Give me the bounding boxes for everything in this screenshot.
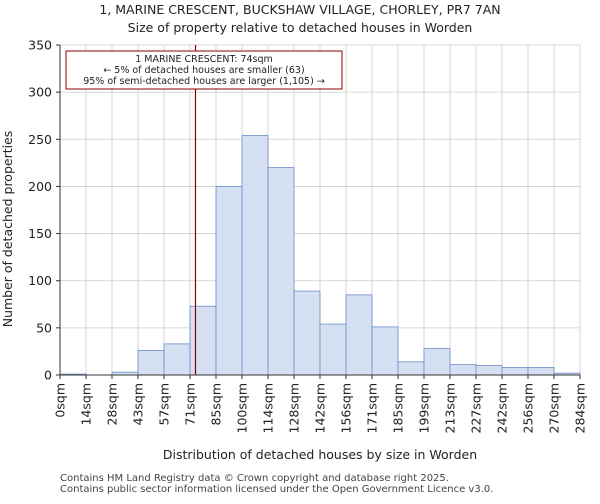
histogram-bar [345,294,373,376]
x-tick-label: 142sqm [313,383,328,433]
x-tick-label: 227sqm [469,383,484,433]
x-tick-label: 199sqm [417,383,432,433]
histogram-bar [319,323,347,376]
histogram-bar [371,326,399,376]
histogram-bar [267,167,295,376]
annotation-line-2: ← 5% of detached houses are smaller (63) [103,65,304,76]
x-tick-label: 0sqm [53,383,68,418]
footer-licence: Contains public sector information licen… [60,484,494,495]
annotation-line-1: 1 MARINE CRESCENT: 74sqm [135,54,273,65]
annotation-line-3: 95% of semi-detached houses are larger (… [83,76,325,87]
x-tick-label: 71sqm [183,383,198,426]
x-tick-label: 156sqm [339,383,354,433]
x-tick-label: 100sqm [235,383,250,433]
chart-subtitle: Size of property relative to detached ho… [128,20,473,35]
histogram-bar [215,186,243,376]
y-tick-label: 50 [36,320,52,335]
y-tick-label: 100 [28,273,52,288]
marker: 1 MARINE CRESCENT: 74sqm← 5% of detached… [65,45,343,375]
chart-title: 1, MARINE CRESCENT, BUCKSHAW VILLAGE, CH… [99,2,500,17]
histogram-bar [241,135,269,376]
x-tick-label: 14sqm [79,383,94,426]
histogram-bar [137,350,165,376]
x-tick-label: 85sqm [209,383,224,426]
histogram-bar [501,367,529,376]
x-tick-label: 171sqm [365,383,380,433]
annotation-box [65,50,343,90]
y-axis-label: Number of detached properties [0,131,15,328]
footer-copyright: Contains HM Land Registry data © Crown c… [60,473,449,484]
y-tick-label: 150 [28,226,52,241]
x-tick-label: 270sqm [547,383,562,433]
y-tick-label: 0 [44,368,52,383]
y-tick-label: 350 [28,38,52,53]
x-tick-label: 284sqm [573,383,588,433]
histogram-bar [527,367,555,376]
x-tick-label: 28sqm [105,383,120,426]
histogram-bar [475,365,503,376]
x-tick-label: 185sqm [391,383,406,433]
histogram-bar [423,348,451,376]
x-tick-label: 128sqm [287,383,302,433]
x-tick-label: 43sqm [131,383,146,426]
histogram-bar [163,343,191,376]
x-tick-label: 57sqm [157,383,172,426]
histogram-bar [449,364,477,376]
histogram-bar [397,361,425,376]
histogram-bar [189,305,217,376]
y-tick-label: 200 [28,179,52,194]
bars [59,135,581,376]
x-tick-label: 256sqm [521,383,536,433]
y-tick-label: 300 [28,85,52,100]
x-tick-label: 114sqm [261,383,276,433]
x-axis-label: Distribution of detached houses by size … [163,447,477,462]
x-tick-label: 213sqm [443,383,458,433]
histogram-bar [293,290,321,376]
y-tick-label: 250 [28,132,52,147]
axes: 0 50 100 150 200 250 300 350 0sqm 14sqm 28sqm 43sqm… [28,38,587,434]
x-tick-label: 242sqm [495,383,510,433]
